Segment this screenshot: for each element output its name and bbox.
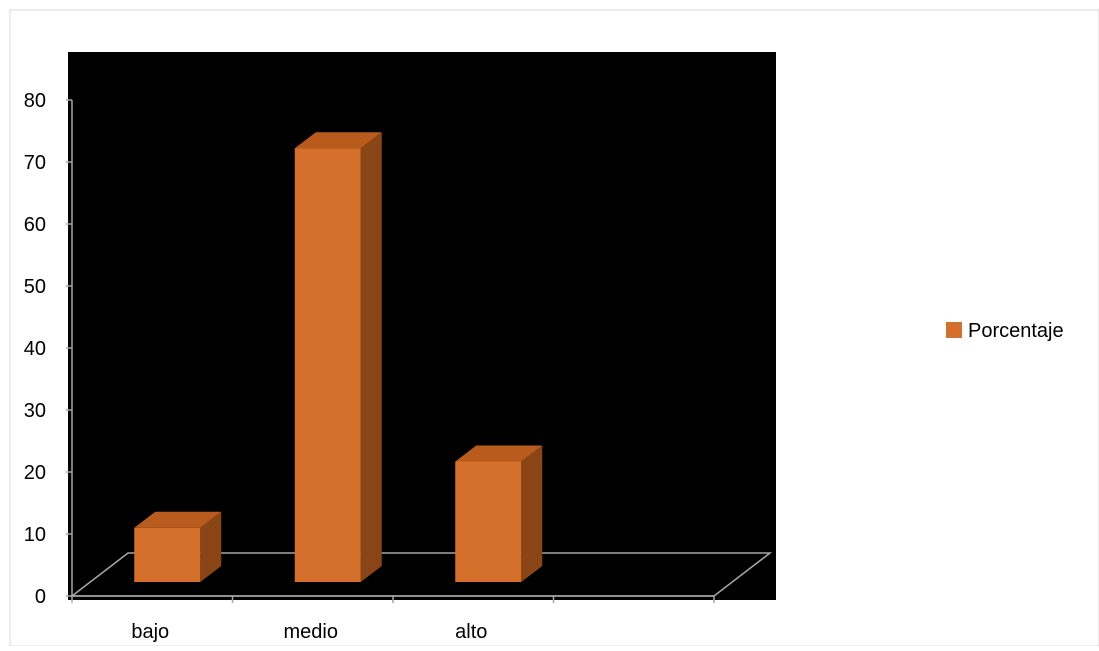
bar-top xyxy=(294,132,382,149)
x-tick-group xyxy=(71,596,715,603)
bar xyxy=(294,132,382,582)
y-tick-label: 40 xyxy=(24,338,46,360)
plot-area xyxy=(68,52,776,600)
y-tick-label: 20 xyxy=(24,462,46,484)
y-tick-label: 80 xyxy=(24,90,46,112)
y-tick-label: 0 xyxy=(35,586,46,608)
x-tick-label: medio xyxy=(284,621,338,643)
bar-top xyxy=(455,445,543,462)
bar-side xyxy=(200,511,222,582)
x-tick-label-group: bajo medio alto xyxy=(131,621,487,643)
legend-label: Porcentaje xyxy=(968,320,1064,342)
legend-swatch xyxy=(946,322,962,338)
bar-top xyxy=(134,511,222,528)
bar-front xyxy=(455,461,522,582)
y-tick-group xyxy=(66,99,72,597)
y-tick-label: 30 xyxy=(24,400,46,422)
bar xyxy=(134,511,222,582)
x-tick-label: alto xyxy=(455,621,487,643)
x-tick-label: bajo xyxy=(131,621,169,643)
y-tick-label-group: 0 10 20 30 40 50 60 70 80 xyxy=(24,90,46,608)
y-tick-label: 10 xyxy=(24,524,46,546)
bar-series-porcentaje xyxy=(134,132,543,582)
bar-side xyxy=(521,445,543,582)
bar-front xyxy=(134,527,201,582)
y-tick-label: 70 xyxy=(24,152,46,174)
bar-side xyxy=(360,132,382,582)
bar xyxy=(455,445,543,582)
y-tick-label: 60 xyxy=(24,214,46,236)
y-tick-label: 50 xyxy=(24,276,46,298)
legend: Porcentaje xyxy=(946,320,1064,342)
bar-front xyxy=(294,148,361,582)
